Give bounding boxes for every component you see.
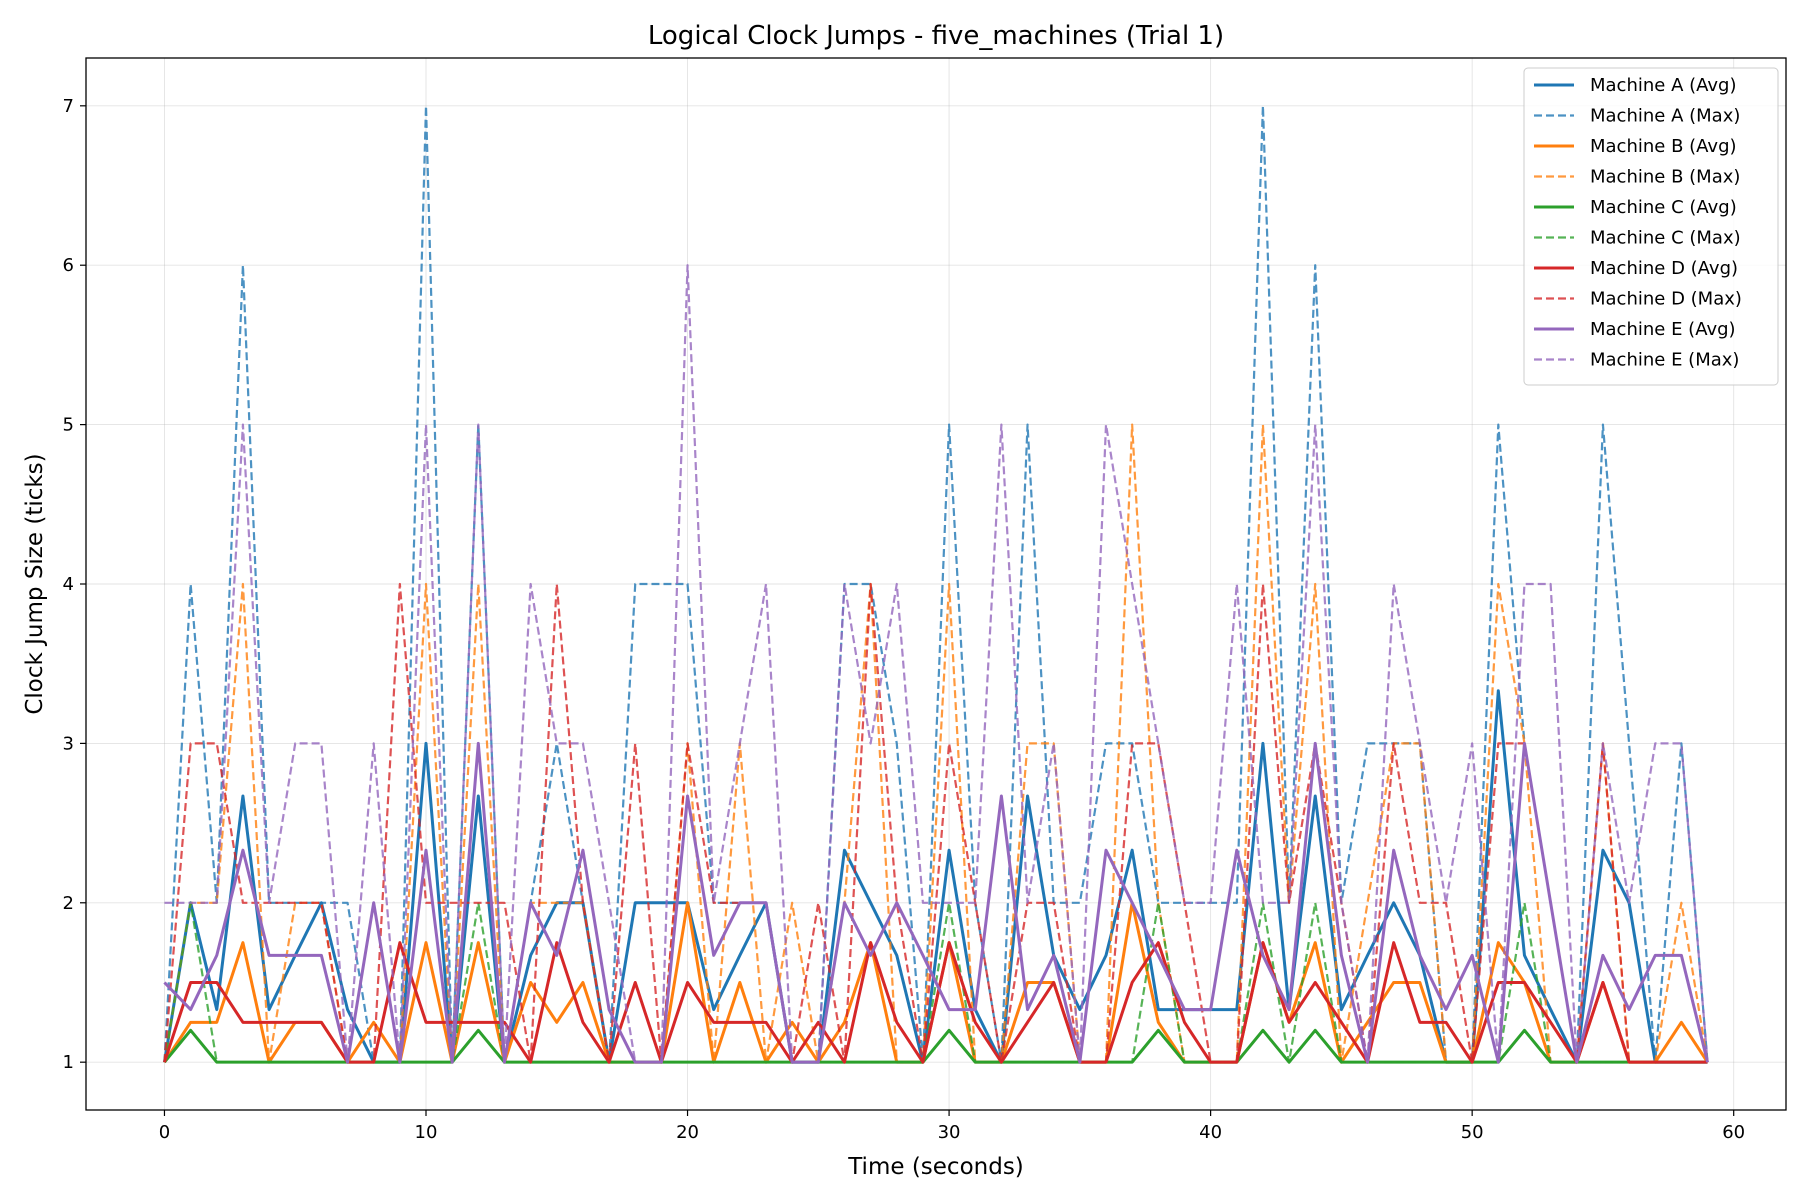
- x-tick-label: 50: [1461, 1122, 1484, 1143]
- legend-label: Machine D (Avg): [1590, 258, 1738, 279]
- legend-label: Machine D (Max): [1590, 289, 1742, 310]
- legend-label: Machine A (Avg): [1590, 75, 1737, 96]
- legend-label: Machine E (Max): [1590, 350, 1739, 371]
- x-tick-label: 30: [938, 1122, 961, 1143]
- x-tick-label: 0: [159, 1122, 170, 1143]
- y-tick-label: 1: [63, 1052, 74, 1073]
- series-line-machine-d-avg: [163, 941, 1708, 1064]
- x-tick-label: 10: [415, 1122, 438, 1143]
- y-tick-label: 6: [63, 255, 74, 276]
- x-tick-label: 60: [1722, 1122, 1745, 1143]
- x-axis-label: Time (seconds): [847, 1154, 1024, 1180]
- legend-label: Machine A (Max): [1590, 106, 1740, 127]
- y-tick-label: 2: [63, 893, 74, 914]
- legend-box: [1523, 67, 1779, 386]
- y-tick-label: 3: [63, 733, 74, 754]
- legend: Machine A (Avg) Machine A (Max) Machine B …: [1523, 67, 1779, 386]
- legend-label: Machine B (Avg): [1590, 136, 1737, 157]
- axis-ticks: 0 10 20 30 40 50 60 1 2 3 4 5 6 7: [63, 96, 1746, 1143]
- series-line-machine-e-max: [164, 264, 1709, 1064]
- x-tick-label: 20: [676, 1122, 699, 1143]
- y-axis-label: Clock Jump Size (ticks): [22, 453, 48, 714]
- y-tick-label: 4: [63, 574, 74, 595]
- chart-title: Logical Clock Jumps - five_machines (Tri…: [648, 21, 1224, 51]
- legend-label: Machine B (Max): [1590, 167, 1740, 188]
- x-tick-label: 40: [1199, 1122, 1222, 1143]
- series-line-machine-e-avg: [163, 741, 1709, 1064]
- legend-label: Machine E (Avg): [1590, 319, 1736, 340]
- legend-label: Machine C (Avg): [1590, 197, 1737, 218]
- series-lines: [162, 104, 1709, 1064]
- legend-label: Machine C (Max): [1590, 228, 1741, 249]
- y-tick-label: 5: [63, 415, 74, 436]
- y-tick-label: 7: [63, 96, 74, 117]
